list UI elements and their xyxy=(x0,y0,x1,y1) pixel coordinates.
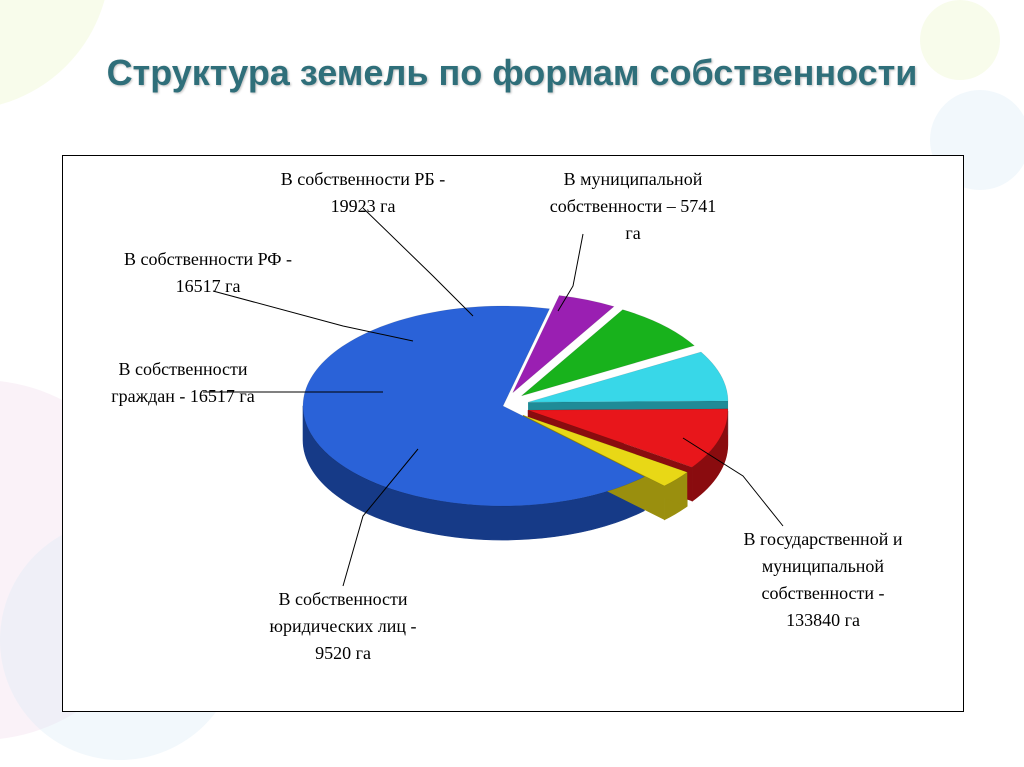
pie-label-rb: В собственности РБ - 19923 га xyxy=(253,166,473,220)
pie-chart: В собственности РБ - 19923 га В муниципал… xyxy=(63,156,963,711)
pie-label-legal_entities: В собственности юридических лиц - 9520 г… xyxy=(233,586,453,667)
chart-frame: В собственности РБ - 19923 га В муниципал… xyxy=(62,155,964,712)
pie-label-rf: В собственности РФ - 16517 га xyxy=(103,246,313,300)
pie-label-municipal: В муниципальной собственности – 5741 га xyxy=(523,166,743,247)
slide-title: Структура земель по формам собственности xyxy=(0,52,1024,93)
pie-label-citizens: В собственности граждан - 16517 га xyxy=(83,356,283,410)
pie-label-state_municipal: В государственной и муниципальной собств… xyxy=(703,526,943,634)
